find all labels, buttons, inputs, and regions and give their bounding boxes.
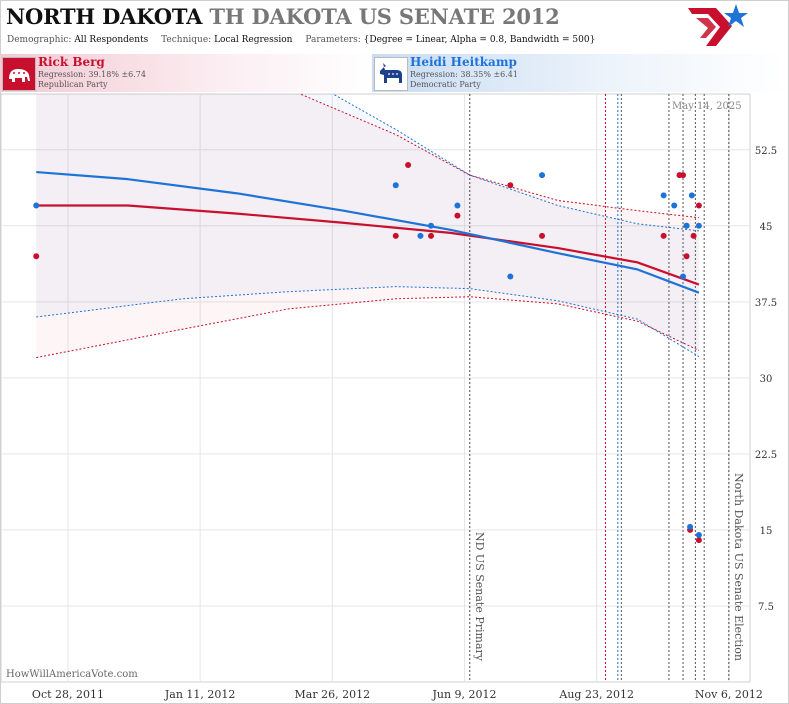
republican-regression: Regression: 39.18% ±6.74: [38, 70, 146, 79]
republican-candidate-panel: Rick Berg Regression: 39.18% ±6.74 Repub…: [0, 54, 372, 92]
democrat-party-label: Democratic Party: [410, 80, 481, 89]
y-tick-label-2: 22.5: [755, 450, 777, 461]
data-point-1: [688, 192, 695, 199]
band-boundary-0: [298, 94, 699, 219]
technique-value: Local Regression: [214, 35, 293, 45]
parameters-label: Parameters:: [305, 35, 361, 45]
data-point-0: [392, 232, 399, 239]
democrat-regression: Regression: 38.35% ±6.41: [410, 70, 518, 79]
x-tick-label-2: Mar 26, 2012: [295, 688, 371, 701]
band-boundary-1: [332, 94, 699, 232]
y-tick-label-4: 37.5: [755, 298, 777, 309]
data-point-1: [507, 273, 514, 280]
data-point-0: [683, 253, 690, 260]
y-tick-label-1: 15: [760, 526, 773, 537]
republican-party-label: Republican Party: [38, 80, 108, 89]
democrat-candidate-name: Heidi Heitkamp: [410, 55, 517, 69]
data-point-1: [392, 182, 399, 189]
x-tick-label-0: Oct 28, 2011: [32, 688, 104, 701]
data-point-1: [417, 232, 424, 239]
parameters-line: Demographic: All Respondents Technique: …: [7, 35, 605, 45]
site-watermark: HowWillAmericaVote.com: [6, 669, 138, 680]
x-tick-label-3: Jun 9, 2012: [431, 688, 496, 701]
data-point-1: [695, 222, 702, 229]
x-tick-label-4: Aug 23, 2012: [558, 688, 634, 701]
democrat-candidate-panel: Heidi Heitkamp Regression: 38.35% ±6.41 …: [372, 54, 787, 92]
data-point-0: [507, 182, 514, 189]
demographic-value: All Respondents: [74, 35, 149, 45]
data-point-1: [454, 202, 461, 209]
y-tick-label-5: 45: [760, 222, 773, 233]
event-label-1: North Dakota US Senate Election: [732, 473, 745, 661]
trend-line-1: [36, 170, 700, 294]
site-logo-icon: [688, 4, 748, 46]
y-tick-label-6: 52.5: [755, 146, 777, 157]
data-point-1: [539, 172, 546, 179]
data-point-0: [428, 232, 435, 239]
elephant-icon: [2, 57, 36, 91]
data-point-0: [405, 161, 412, 168]
data-point-0: [660, 232, 667, 239]
data-point-1: [671, 202, 678, 209]
band-boundary-0: [36, 296, 700, 359]
data-point-0: [454, 212, 461, 219]
data-point-1: [687, 523, 694, 530]
republican-candidate-name: Rick Berg: [38, 55, 105, 69]
event-label-0: ND US Senate Primary: [473, 532, 486, 662]
plot-area: [0, 93, 751, 683]
trend-line-0: [36, 204, 700, 286]
parameters-value: {Degree = Linear, Alpha = 0.8, Bandwidth…: [363, 35, 596, 45]
donkey-icon: [374, 57, 408, 91]
data-point-0: [33, 253, 40, 260]
data-point-1: [428, 222, 435, 229]
date-stamp: May 14, 2025: [672, 101, 742, 112]
demographic-label: Demographic:: [7, 35, 72, 45]
data-point-1: [33, 202, 40, 209]
data-point-1: [683, 222, 690, 229]
technique-label: Technique:: [161, 35, 212, 45]
data-point-1: [695, 532, 702, 538]
page-title: NORTH DAKOTA TH DAKOTA US SENATE 2012: [6, 4, 560, 29]
data-point-0: [539, 232, 546, 239]
band-boundary-1: [36, 286, 700, 357]
data-point-0: [695, 537, 702, 544]
data-point-0: [680, 172, 687, 179]
state-name: NORTH DAKOTA: [6, 4, 203, 29]
x-tick-label-1: Jan 11, 2012: [164, 688, 236, 701]
data-point-1: [660, 192, 667, 199]
race-name: TH DAKOTA US SENATE 2012: [209, 4, 560, 29]
data-point-0: [690, 232, 697, 239]
plot-group: [33, 94, 730, 682]
x-tick-label-5: Nov 6, 2012: [695, 688, 763, 701]
data-point-0: [695, 202, 702, 209]
data-point-1: [680, 273, 687, 280]
y-tick-label-3: 30: [760, 374, 773, 385]
y-tick-label-0: 7.5: [758, 602, 774, 613]
